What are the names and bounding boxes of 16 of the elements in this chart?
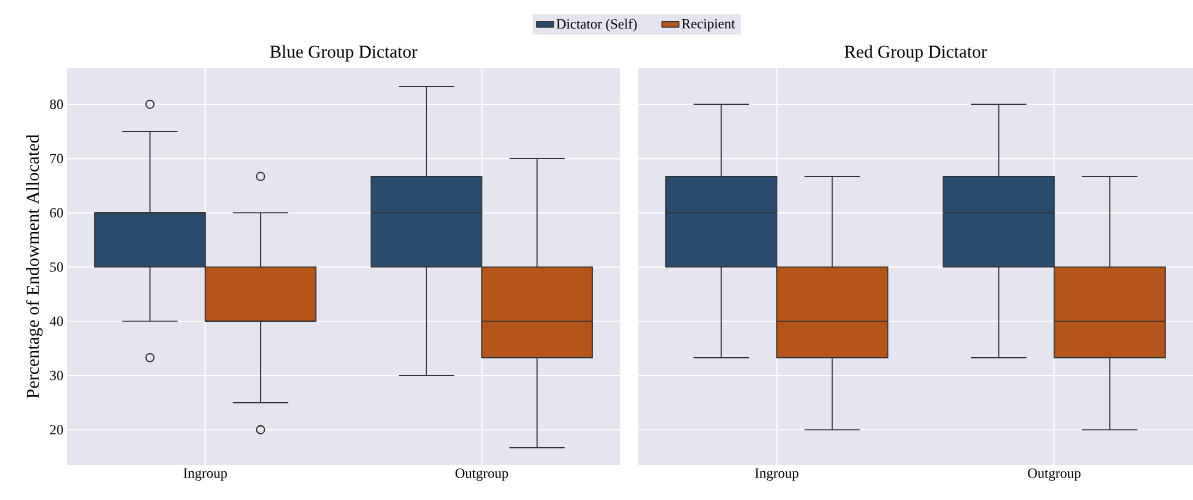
chart-title: Red Group Dictator bbox=[844, 45, 987, 62]
y-tick-label: 20 bbox=[50, 425, 63, 435]
x-tick-label: Ingroup bbox=[755, 468, 799, 481]
y-tick-label: 50 bbox=[50, 262, 63, 272]
x-tick-label: Outgroup bbox=[1028, 468, 1081, 481]
y-tick-label: 60 bbox=[50, 208, 63, 218]
x-tick-label: Outgroup bbox=[455, 468, 509, 481]
y-tick-label: 70 bbox=[50, 153, 63, 164]
x-tick-label: Ingroup bbox=[183, 468, 227, 481]
y-tick-label: 30 bbox=[50, 370, 63, 381]
legend-label: Dictator (Self) bbox=[556, 18, 637, 32]
y-tick-label: 80 bbox=[50, 99, 63, 110]
legend-label: Recipient bbox=[681, 18, 736, 32]
y-tick-label: 40 bbox=[49, 316, 63, 326]
y-axis-title: Percentage of Endowment Allocated bbox=[26, 134, 43, 399]
chart-title: Blue Group Dictator bbox=[270, 45, 418, 62]
